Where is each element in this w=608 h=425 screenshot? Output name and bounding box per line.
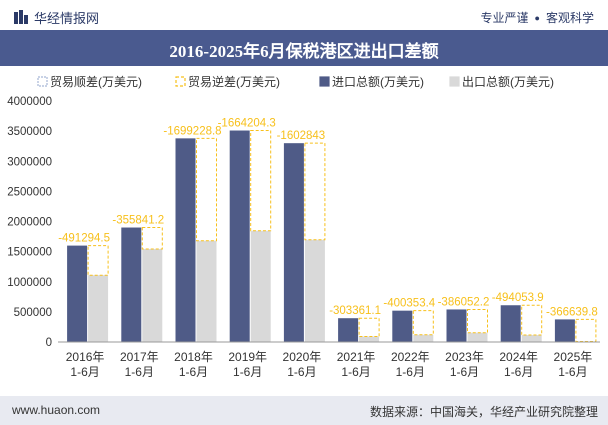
export-bar [521,335,542,342]
top-bar: 华经情报网 专业严谨 ● 客观科学 [0,0,608,30]
x-tick-label: 2024年 [499,350,538,364]
deficit-bar [250,130,272,232]
legend-swatch [449,76,460,87]
y-tick-label: 4000000 [7,96,52,108]
import-bar [338,318,359,342]
x-tick-label: 2025年 [554,350,593,364]
x-tick-label: 2020年 [283,350,322,364]
x-tick-label: 1-6月 [450,365,479,379]
slogan: 专业严谨 ● 客观科学 [481,9,594,26]
data-label: -386052.2 [438,296,490,308]
y-tick-label: 2000000 [7,217,52,229]
x-tick-label: 2023年 [445,350,484,364]
y-tick-label: 3500000 [7,126,52,138]
import-bar [229,130,250,342]
y-axis: 0 500000 1000000 1500000 2000000 2500000 30000… [7,96,52,349]
bar-chart: 贸易顺差(万美元) 贸易逆差(万美元) 进口总额(万美元) 出口总额(万美元) 0 50… [7,74,600,379]
deficit-bar [196,137,217,242]
export-bar [196,240,217,342]
legend-label: 进口总额(万美元) [332,75,424,89]
x-tick-label: 1-6月 [70,365,99,379]
x-tick-label: 1-6月 [179,365,208,379]
x-tick-label: 1-6月 [558,365,587,379]
data-label: -491294.5 [58,233,110,245]
export-bar [467,332,488,342]
chart-area: 贸易顺差(万美元) 贸易逆差(万美元) 进口总额(万美元) 出口总额(万美元) 0 50… [0,66,608,393]
legend-swatch [37,76,48,87]
import-bar [175,138,196,342]
import-bar [121,227,142,342]
import-bar [67,245,88,342]
x-tick-label: 2016年 [66,350,105,364]
import-bar [554,319,575,342]
data-label: -1664204.3 [218,118,276,130]
x-tick-label: 2017年 [120,350,159,364]
y-tick-label: 500000 [14,307,52,319]
x-tick-label: 2021年 [337,350,376,364]
footer-bar: www.huaon.com 数据来源：中国海关，华经产业研究院整理 [0,396,608,425]
x-tick-label: 2019年 [228,350,267,364]
export-bar [413,334,434,342]
x-tick-label: 1-6月 [287,365,316,379]
data-label: -1699228.8 [163,125,221,137]
x-tick-label: 2018年 [174,350,213,364]
y-tick-label: 2500000 [7,186,52,198]
export-bar [359,336,380,342]
deficit-bar [467,308,488,334]
x-tick-label: 2022年 [391,350,430,364]
footer-website: www.huaon.com [12,403,101,417]
y-tick-label: 0 [46,337,52,349]
import-bar [392,310,413,342]
data-label: -494053.9 [492,292,544,304]
legend-label: 贸易逆差(万美元) [188,74,280,89]
chart-title: 2016-2025年6月保税港区进出口差额 [169,42,439,61]
deficit-bar [575,318,597,342]
import-bar [283,143,304,342]
export-bar [250,230,271,342]
import-bar [500,305,521,342]
deficit-bar [304,142,326,241]
x-tick-label: 1-6月 [233,365,262,379]
bullet-icon: ● [534,13,540,23]
export-bar [304,239,325,342]
x-tick-label: 1-6月 [341,365,370,379]
x-tick-label: 1-6月 [504,365,533,379]
legend-swatch [175,76,186,87]
deficit-bar [87,245,109,276]
brand-name: 华经情报网 [34,11,100,26]
slogan-tag-2: 客观科学 [545,11,594,25]
title-bar: 2016-2025年6月保税港区进出口差额 [0,30,608,66]
legend-label: 出口总额(万美元) [462,75,554,89]
chart-legend: 贸易顺差(万美元) 贸易逆差(万美元) 进口总额(万美元) 出口总额(万美元) [37,74,554,89]
footer-source: 数据来源：中国海关，华经产业研究院整理 [369,405,598,419]
x-tick-label: 1-6月 [125,365,154,379]
import-bar [446,309,467,342]
data-label: -1602843 [277,130,326,142]
data-labels-group: -491294.5-355841.2 -1699228.8-1664204.3-1… [58,118,598,319]
legend-label: 贸易顺差(万美元) [50,75,142,89]
slogan-tag-1: 专业严谨 [480,11,529,25]
export-bar [88,275,109,342]
x-tick-label: 1-6月 [396,365,425,379]
deficit-bar [521,304,543,336]
export-bar [142,248,163,342]
y-tick-label: 1000000 [7,277,52,289]
y-tick-label: 3000000 [7,156,52,168]
x-axis: 2016年1-6月2017年1-6月2018年1-6月2019年1-6月2020… [58,341,600,379]
data-label: -400353.4 [383,298,435,310]
deficit-bar [141,227,163,250]
data-label: -366639.8 [546,306,598,318]
deficit-bar [412,310,434,336]
deficit-bar [358,317,380,337]
legend-swatch [319,76,330,87]
logo-icon [14,10,28,24]
data-label: -355841.2 [112,215,164,227]
bars-group [67,130,597,342]
data-label: -303361.1 [329,305,381,317]
y-tick-label: 1500000 [7,247,52,259]
